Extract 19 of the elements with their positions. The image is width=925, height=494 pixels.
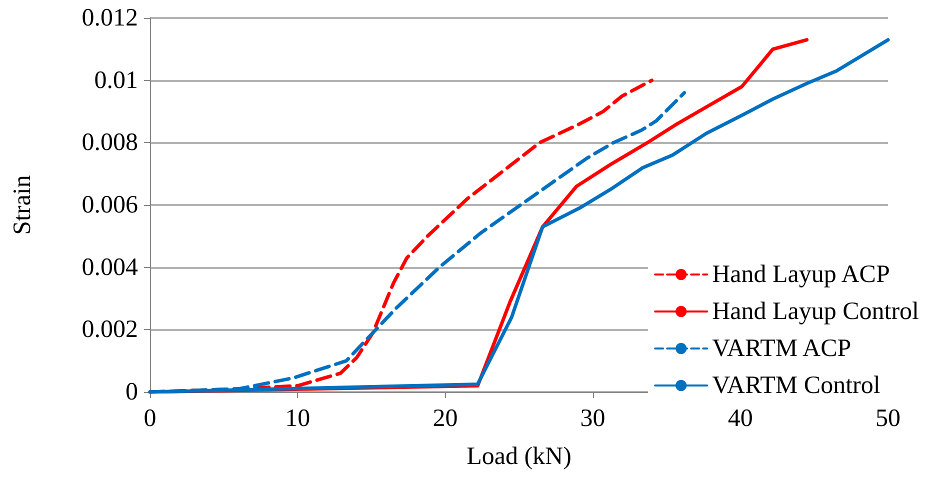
x-tick-label: 40 — [728, 405, 753, 432]
y-tick-label: 0 — [126, 378, 138, 406]
x-axis-title: Load (kN) — [466, 443, 572, 470]
legend-label: Hand Layup Control — [712, 298, 920, 325]
y-tick-label: 0.01 — [94, 66, 138, 94]
y-axis-title: Strain — [9, 174, 36, 235]
x-tick-label: 10 — [285, 405, 310, 432]
y-tick-label: 0.008 — [82, 129, 138, 156]
x-tick-label: 30 — [580, 405, 606, 432]
y-tick-label: 0.002 — [82, 316, 138, 344]
y-tick-label: 0.006 — [82, 192, 138, 218]
x-tick-label: 50 — [876, 405, 900, 432]
x-tick-label: 20 — [432, 405, 458, 432]
x-tick-label: 0 — [144, 405, 156, 432]
y-tick-label: 0.012 — [82, 4, 138, 32]
legend-label: VARTM ACP — [712, 335, 852, 362]
legend-label: Hand Layup ACP — [712, 261, 890, 288]
legend-label: VARTM Control — [712, 372, 880, 399]
y-tick-label: 0.004 — [82, 254, 138, 281]
